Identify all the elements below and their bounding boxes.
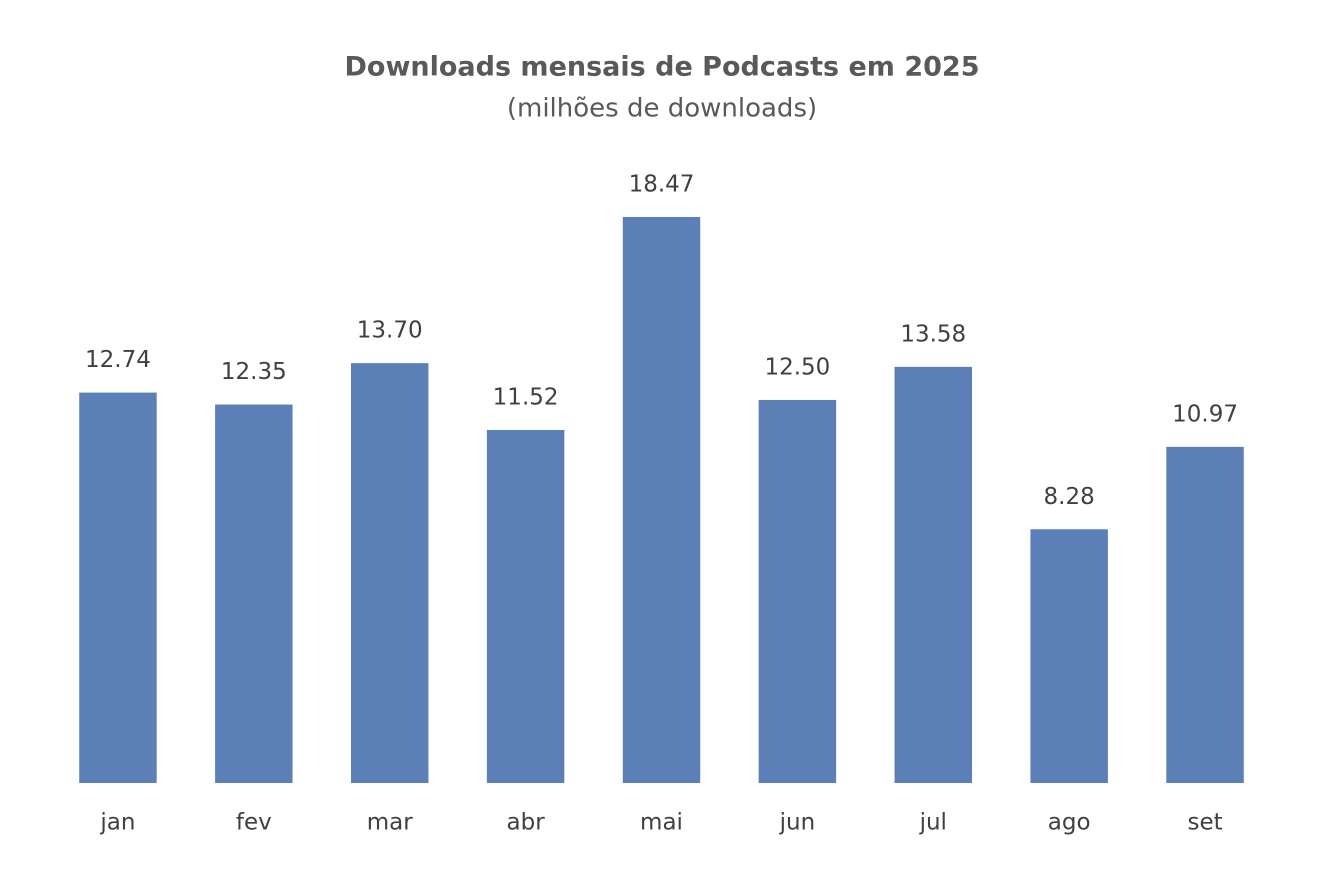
x-tick-label: ago <box>1048 810 1091 836</box>
data-label: 18.47 <box>629 172 695 198</box>
bar <box>1030 529 1108 783</box>
x-tick-label: set <box>1187 810 1222 836</box>
data-label: 13.70 <box>357 318 423 344</box>
chart-title: Downloads mensais de Podcasts em 2025 <box>344 52 979 83</box>
x-tick-label: jan <box>99 810 135 836</box>
bar <box>894 366 973 783</box>
data-label: 11.52 <box>493 384 559 410</box>
x-tick-label: mar <box>367 810 413 836</box>
x-tick-label: mai <box>640 810 683 836</box>
bar <box>486 429 565 783</box>
data-label: 8.28 <box>1044 484 1095 510</box>
data-label: 10.97 <box>1172 401 1238 427</box>
bar <box>758 399 837 783</box>
bar <box>622 217 701 783</box>
chart-subtitle: (milhões de downloads) <box>507 94 817 124</box>
data-label: 12.74 <box>85 347 151 373</box>
x-tick-label: jul <box>919 810 947 836</box>
bar <box>215 404 293 783</box>
bar <box>350 363 429 783</box>
x-tick-label: jun <box>779 810 816 836</box>
x-tick-label: fev <box>236 810 272 836</box>
bar <box>79 392 157 783</box>
data-label: 13.58 <box>900 321 966 347</box>
data-label: 12.35 <box>221 359 287 385</box>
bar <box>1166 446 1244 783</box>
data-label: 12.50 <box>764 354 830 380</box>
x-tick-label: abr <box>507 810 546 836</box>
